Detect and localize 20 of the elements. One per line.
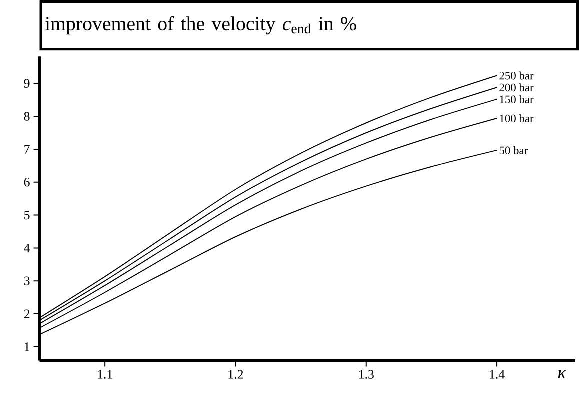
y-tick-label: 3 bbox=[24, 276, 30, 286]
y-tick-label: 1 bbox=[24, 342, 30, 351]
x-tick-label: 1.3 bbox=[359, 370, 374, 379]
chart-title: improvement of the velocity c$_{end}$ in % bbox=[45, 16, 356, 34]
x-tick-label: 1.1 bbox=[98, 370, 112, 379]
y-tick-label: 9 bbox=[24, 79, 30, 88]
series-label: 250 bar bbox=[500, 71, 534, 80]
series-label: 50 bar bbox=[500, 146, 528, 154]
y-tick-label: 6 bbox=[24, 178, 30, 186]
y-tick-label: 7 bbox=[24, 144, 30, 154]
x-axis-title: κ bbox=[558, 370, 566, 378]
x-tick-label: 1.2 bbox=[228, 370, 244, 379]
y-tick-label: 2 bbox=[24, 310, 30, 318]
x-tick-label: 1.4 bbox=[490, 370, 505, 379]
y-tick-label: 5 bbox=[24, 210, 30, 220]
y-tick-label: 8 bbox=[24, 112, 30, 121]
series-label: 200 bar bbox=[500, 83, 534, 92]
y-tick-label: 4 bbox=[24, 244, 30, 252]
series-label: 150 bar bbox=[500, 95, 534, 104]
series-label: 100 bar bbox=[500, 114, 534, 122]
